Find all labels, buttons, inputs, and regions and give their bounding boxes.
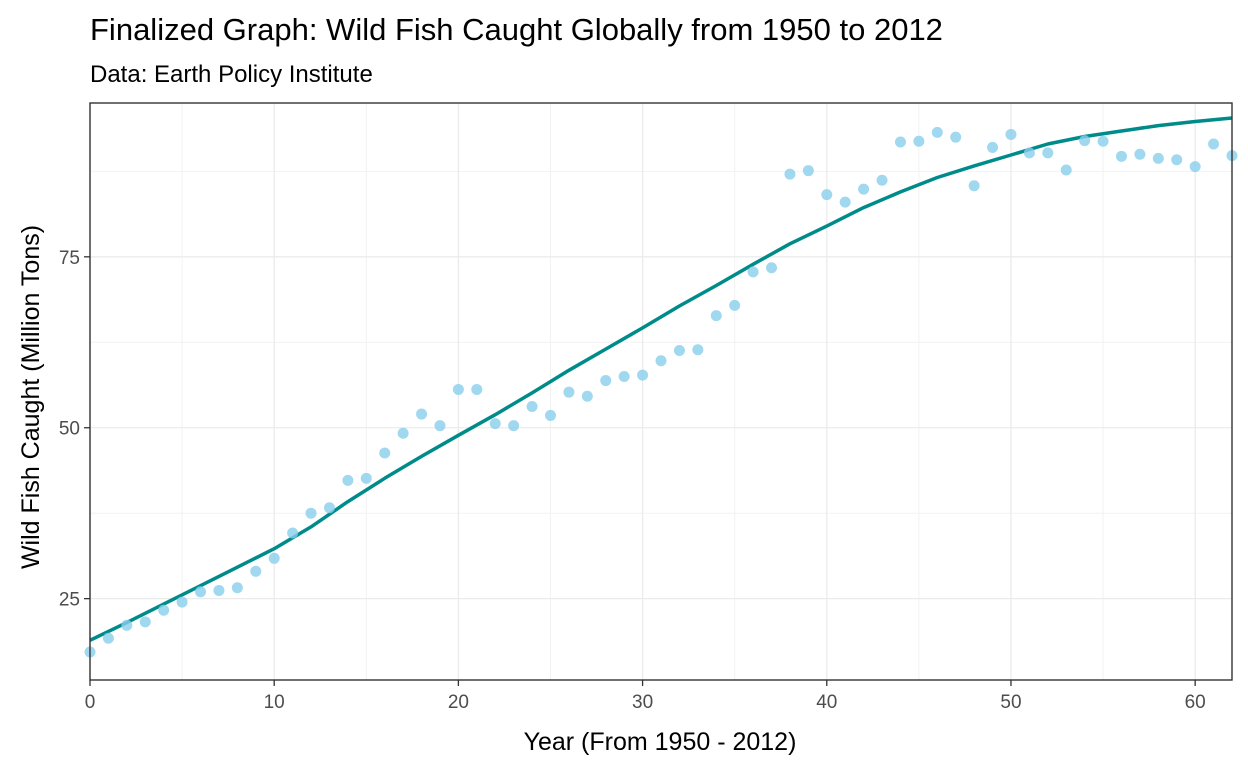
data-point <box>766 262 778 274</box>
data-point <box>1171 154 1183 166</box>
data-point <box>342 474 354 486</box>
data-point <box>526 401 538 413</box>
data-point <box>655 355 667 367</box>
data-point <box>581 390 593 402</box>
data-point <box>434 420 446 432</box>
data-point <box>950 131 962 143</box>
data-point <box>710 310 722 322</box>
y-tick-label: 25 <box>59 590 80 611</box>
data-point <box>1097 135 1109 147</box>
data-point <box>379 447 391 459</box>
data-point <box>1152 152 1164 164</box>
x-tick-label: 10 <box>264 692 285 713</box>
x-tick-label: 50 <box>1000 692 1021 713</box>
data-point <box>1115 150 1127 162</box>
data-point <box>508 420 520 432</box>
data-point <box>1023 147 1035 159</box>
data-point <box>1060 164 1072 176</box>
data-point <box>1134 148 1146 160</box>
data-point <box>637 369 649 381</box>
data-point <box>287 527 299 539</box>
y-axis-title: Wild Fish Caught (Million Tons) <box>17 225 45 569</box>
data-point <box>1208 138 1220 150</box>
data-point <box>784 168 796 180</box>
data-point <box>213 584 225 596</box>
x-axis-ticks: 0 10 20 30 40 50 60 <box>85 680 1206 713</box>
data-point <box>673 344 685 356</box>
data-point <box>1042 147 1054 159</box>
data-point <box>600 375 612 387</box>
x-tick-label: 40 <box>816 692 837 713</box>
data-point <box>913 135 925 147</box>
data-point <box>544 409 556 421</box>
data-point <box>250 565 262 577</box>
data-point <box>931 126 943 138</box>
data-point <box>858 183 870 195</box>
data-point <box>121 619 133 631</box>
y-tick-label: 50 <box>59 419 80 440</box>
chart-subtitle: Data: Earth Policy Institute <box>90 61 373 88</box>
trend-line <box>89 116 1233 642</box>
data-point <box>323 502 335 514</box>
data-point <box>692 344 704 356</box>
data-point <box>452 383 464 395</box>
data-point <box>489 418 501 430</box>
grid-lines <box>89 103 1232 680</box>
data-point <box>802 165 814 177</box>
trend-line-layer <box>89 116 1233 642</box>
data-point <box>563 386 575 398</box>
data-point <box>968 180 980 192</box>
x-tick-label: 0 <box>85 692 96 713</box>
data-point <box>139 616 151 628</box>
data-point <box>1079 135 1091 147</box>
data-point <box>618 370 630 382</box>
data-point <box>416 408 428 420</box>
data-point <box>987 141 999 153</box>
data-point <box>305 507 317 519</box>
x-tick-label: 20 <box>448 692 469 713</box>
x-tick-label: 30 <box>632 692 653 713</box>
data-point <box>876 174 888 186</box>
data-point <box>747 266 759 278</box>
data-point <box>397 427 409 439</box>
data-point <box>894 136 906 148</box>
data-point <box>102 632 114 644</box>
data-point <box>471 383 483 395</box>
data-point <box>195 586 207 598</box>
x-axis-title: Year (From 1950 - 2012) <box>524 728 797 756</box>
data-point <box>1189 161 1201 173</box>
chart-title: Finalized Graph: Wild Fish Caught Global… <box>90 12 943 47</box>
data-point <box>360 472 372 484</box>
data-point <box>158 604 170 616</box>
y-tick-label: 75 <box>59 248 80 269</box>
x-tick-label: 60 <box>1185 692 1206 713</box>
data-point <box>729 299 741 311</box>
data-point <box>176 596 188 608</box>
data-point <box>821 189 833 201</box>
data-point <box>268 552 280 564</box>
data-point <box>839 196 851 208</box>
data-point <box>1005 128 1017 140</box>
y-axis-ticks: 25 50 75 <box>59 248 90 611</box>
panel-border <box>89 102 1233 681</box>
data-points-layer <box>84 126 1238 658</box>
data-point <box>231 582 243 594</box>
